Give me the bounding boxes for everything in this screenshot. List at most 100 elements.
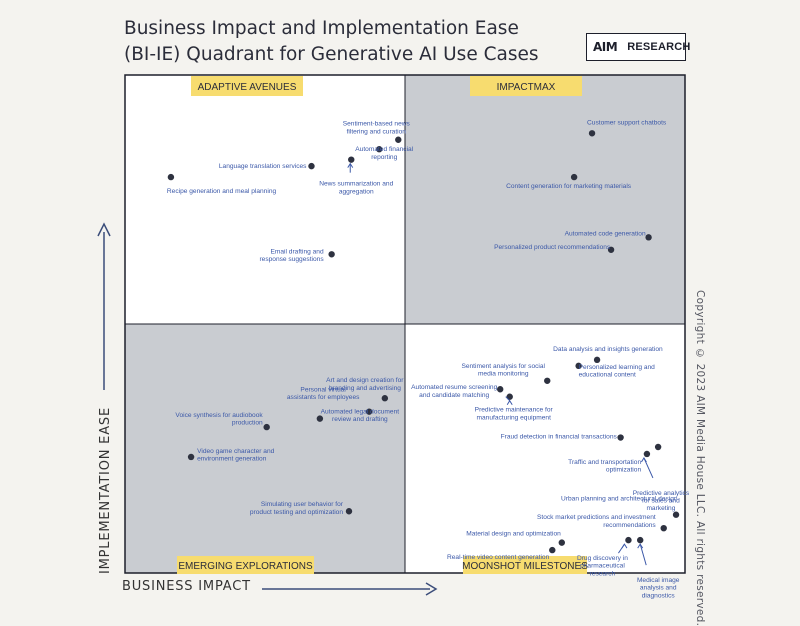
data-point-label: Sentiment-based news filtering and curati… bbox=[343, 121, 411, 136]
data-point-label-line: Recipe generation and meal planning bbox=[167, 188, 277, 195]
data-point-label-line: Voice synthesis for audiobook bbox=[175, 412, 263, 419]
data-point-label: Personal virtual assistants for employees bbox=[287, 387, 360, 402]
point-callout-arrowhead bbox=[621, 543, 628, 549]
data-point bbox=[381, 395, 389, 402]
data-point-label-line: Video game character and bbox=[197, 448, 275, 455]
data-point-label-line: filtering and curation bbox=[347, 128, 407, 135]
data-point-label-line: analysis and bbox=[640, 585, 677, 592]
data-point-label: Personalized product recommendations bbox=[494, 244, 611, 251]
data-point bbox=[570, 173, 578, 181]
data-point-label: Drug discovery in pharmaceutical research bbox=[577, 555, 628, 577]
point-callout-arrowhead bbox=[640, 457, 647, 463]
data-point bbox=[263, 423, 270, 431]
data-point-label: Data analysis and insights generation bbox=[553, 346, 663, 353]
data-point-label: Email drafting and response suggestions bbox=[259, 248, 324, 263]
data-point-label: Automated legal document review and draft… bbox=[321, 409, 400, 424]
data-point-label-line: production bbox=[232, 420, 263, 427]
data-point-label-line: Predictive analytics bbox=[633, 490, 690, 497]
data-point-label-line: diagnostics bbox=[642, 592, 676, 599]
data-point bbox=[643, 450, 651, 458]
quadrant-label-bg-bottom-left bbox=[177, 556, 314, 574]
data-point-label-line: aggregation bbox=[339, 188, 374, 195]
data-point-label: Traffic and transportation optimization bbox=[568, 459, 641, 474]
data-point bbox=[544, 377, 551, 384]
data-point-label: Content generation for marketing materia… bbox=[506, 183, 632, 190]
data-point-label: Simulating user behavior for product test… bbox=[250, 501, 344, 516]
data-point-label-line: Stock market predictions and investment bbox=[537, 514, 656, 521]
data-point-label-line: Content generation for marketing materia… bbox=[506, 183, 632, 190]
data-point-label-line: and candidate matching bbox=[419, 392, 489, 399]
data-point-label-line: Sentiment analysis for social bbox=[461, 363, 545, 370]
aim-research-logo: AIM RESEARCH bbox=[586, 33, 690, 61]
data-point-label-line: Customer support chatbots bbox=[587, 119, 667, 126]
data-point-label-line: media monitoring bbox=[478, 370, 529, 377]
quadrant-top-left bbox=[125, 75, 405, 324]
data-point bbox=[654, 443, 662, 451]
quadrant-label-top-right: IMPACTMAX bbox=[497, 82, 556, 93]
data-point-label-line: marketing bbox=[646, 505, 675, 512]
quadrant-label-bottom-right: MOONSHOT MILESTONES bbox=[462, 561, 588, 572]
chart-title: Business Impact and Implementation Ease … bbox=[124, 16, 564, 68]
data-point bbox=[558, 539, 565, 546]
data-point bbox=[588, 130, 596, 137]
data-point-label-line: Traffic and transportation bbox=[568, 459, 641, 466]
data-point bbox=[660, 524, 667, 532]
data-point bbox=[575, 362, 582, 370]
data-point-label-line: environment generation bbox=[197, 456, 267, 463]
data-point-label-line: Art and design creation for bbox=[326, 377, 404, 384]
data-point-label-line: assistants for employees bbox=[287, 394, 360, 401]
data-point-label: Fraud detection in financial transaction… bbox=[501, 434, 618, 441]
data-point bbox=[549, 546, 556, 554]
logo-word: RESEARCH bbox=[627, 41, 691, 53]
point-callout-line bbox=[639, 543, 647, 566]
data-point-label: Stock market predictions and investment r… bbox=[537, 514, 656, 529]
data-point-label-line: Data analysis and insights generation bbox=[553, 346, 663, 353]
data-point-label-line: response suggestions bbox=[259, 256, 324, 263]
data-point-label-line: Real-time video content generation bbox=[447, 554, 550, 561]
data-point-label-line: Drug discovery in bbox=[577, 555, 628, 562]
quadrant-top-right bbox=[405, 75, 685, 324]
data-point-label-line: branding and advertising bbox=[329, 385, 402, 392]
point-callout-arrowhead bbox=[506, 399, 513, 405]
data-point-label-line: Predictive maintenance for bbox=[475, 407, 554, 414]
title-line-1: Business Impact and Implementation Ease bbox=[124, 18, 519, 39]
y-axis-label: IMPLEMENTATION EASE bbox=[98, 407, 113, 574]
data-point bbox=[167, 173, 175, 181]
data-point-label-line: for sales and bbox=[642, 498, 680, 505]
data-point-label: Urban planning and architectural design bbox=[561, 496, 678, 503]
data-point-label-line: News summarization and bbox=[319, 181, 393, 188]
data-point bbox=[395, 136, 402, 143]
quadrant-bottom-right bbox=[405, 324, 685, 573]
point-callout-line bbox=[505, 396, 511, 402]
data-point-label-line: Simulating user behavior for bbox=[261, 501, 344, 508]
quadrant-label-bottom-left: EMERGING EXPLORATIONS bbox=[178, 561, 313, 572]
data-point bbox=[497, 386, 504, 393]
data-point-label: Predictive maintenance for manufacturing … bbox=[475, 407, 554, 422]
data-point-label-line: recommendations bbox=[603, 522, 656, 529]
data-point-label-line: educational content bbox=[579, 371, 636, 378]
data-point-label-line: product testing and optimization bbox=[250, 509, 343, 516]
data-point-label-line: Automated financial bbox=[355, 146, 413, 153]
point-callout-arrowhead bbox=[347, 162, 354, 168]
data-point bbox=[316, 415, 324, 422]
data-point-label: Video game character and environment gene… bbox=[197, 448, 275, 463]
copyright-notice: Copyright © 2023 AIM Media House LLC. Al… bbox=[694, 290, 706, 626]
data-point-label: Voice synthesis for audiobook production bbox=[175, 412, 263, 427]
data-point-label: Automated code generation bbox=[565, 230, 646, 237]
data-point bbox=[637, 536, 644, 544]
data-point-label: Personalized learning and educational con… bbox=[579, 364, 656, 379]
data-point-label: Language translation services bbox=[219, 163, 307, 170]
data-point bbox=[593, 356, 601, 364]
data-point-label: Real-time video content generation bbox=[447, 554, 550, 561]
data-point-label-line: Automated legal document bbox=[321, 409, 400, 416]
data-point-label-line: Sentiment-based news bbox=[343, 121, 411, 128]
quadrant-label-bg-bottom-right bbox=[463, 556, 587, 574]
quadrant-label-bg-top-left bbox=[191, 76, 303, 96]
data-point-label-line: Material design and optimization bbox=[466, 531, 561, 538]
data-point-label-line: reporting bbox=[371, 154, 397, 161]
data-point-label: Predictive analytics for sales and marketi… bbox=[633, 490, 690, 512]
data-point-label-line: optimization bbox=[606, 467, 642, 474]
y-axis-arrowhead bbox=[97, 222, 111, 237]
quadrant-label-bg-top-right bbox=[470, 76, 582, 96]
